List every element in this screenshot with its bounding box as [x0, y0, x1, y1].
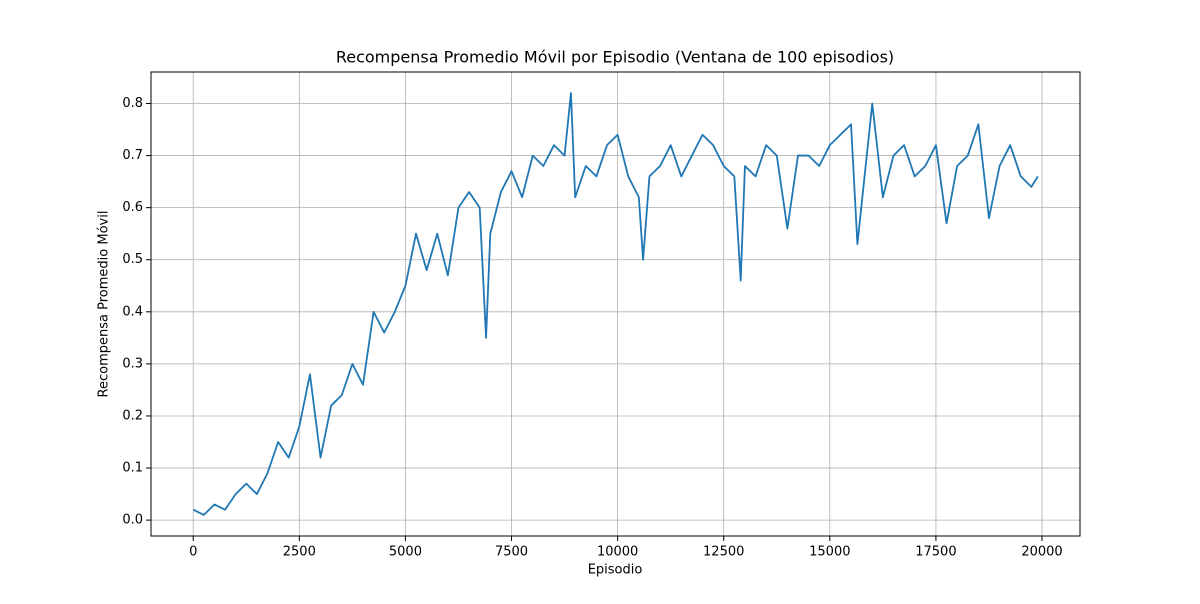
y-tick-label: 0.6	[122, 200, 143, 215]
y-tick-label: 0.4	[122, 304, 143, 319]
data-line	[192, 92, 1039, 516]
x-tick-label: 10000	[597, 545, 638, 560]
y-tick-label: 0.0	[122, 513, 143, 528]
y-tick-label: 0.1	[122, 461, 143, 476]
x-tick-label: 15000	[809, 545, 850, 560]
plot-frame	[150, 71, 1081, 537]
y-axis-label: Recompensa Promedio Móvil	[97, 211, 112, 398]
y-tick-label: 0.8	[122, 96, 143, 111]
chart-title: Recompensa Promedio Móvil por Episodio (…	[336, 48, 894, 67]
y-tick-label: 0.2	[122, 408, 143, 423]
x-tick-label: 12500	[703, 545, 744, 560]
x-tick-label: 17500	[915, 545, 956, 560]
y-tick-label: 0.7	[122, 148, 143, 163]
x-tick-label: 20000	[1021, 545, 1062, 560]
x-tick-label: 7500	[495, 545, 528, 560]
x-tick-label: 0	[189, 545, 197, 560]
y-tick-label: 0.3	[122, 356, 143, 371]
x-axis-label: Episodio	[588, 563, 643, 578]
x-tick-label: 5000	[389, 545, 422, 560]
y-tick-label: 0.5	[122, 252, 143, 267]
x-tick-label: 2500	[283, 545, 316, 560]
